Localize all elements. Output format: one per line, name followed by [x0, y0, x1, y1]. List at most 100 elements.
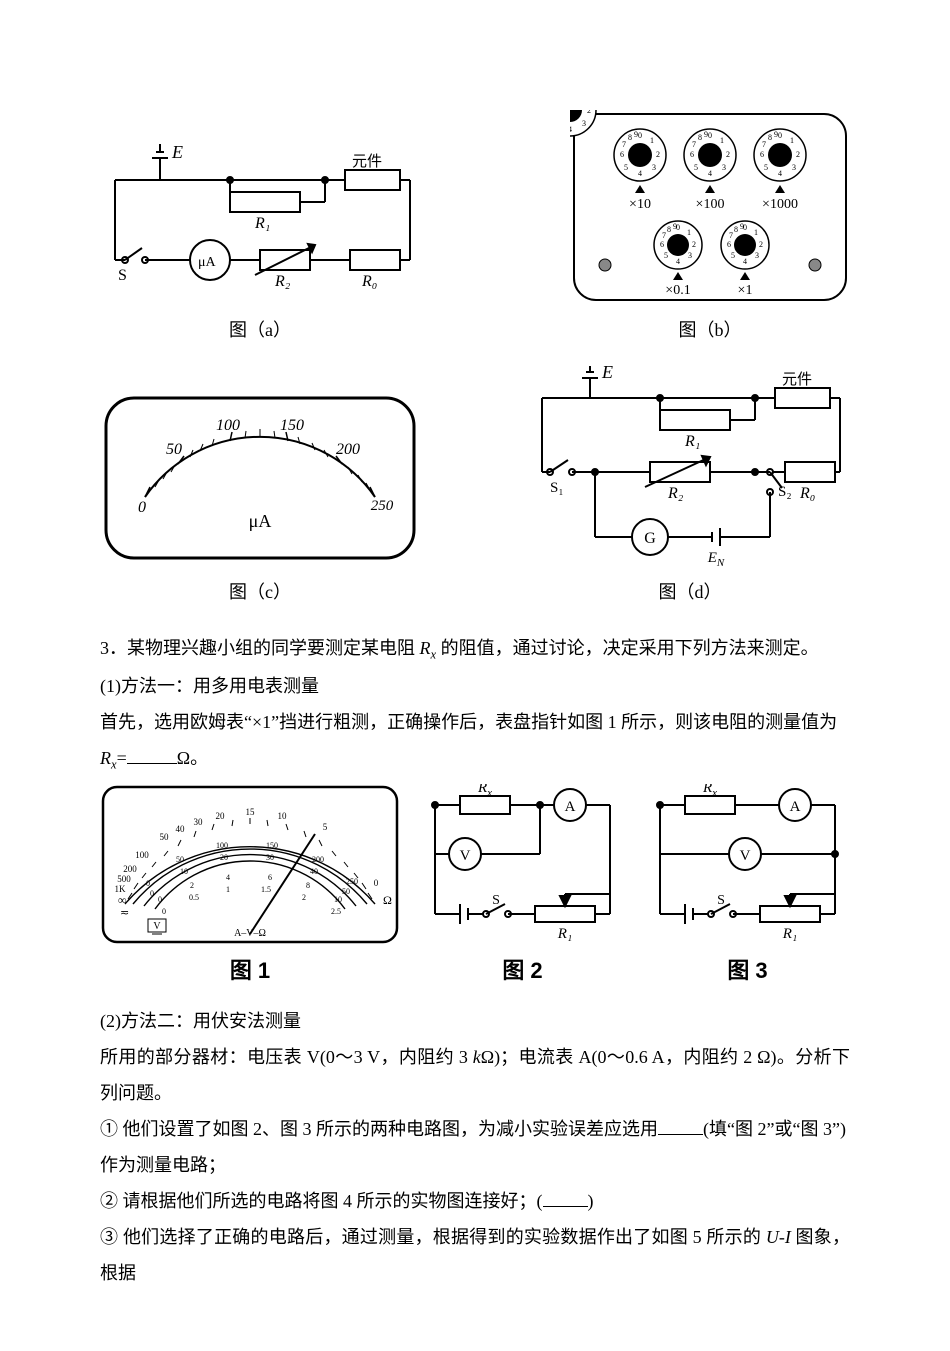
- svg-text:9: 9: [704, 130, 708, 139]
- label-S-2: S: [492, 893, 500, 908]
- svg-text:1: 1: [687, 228, 691, 237]
- svg-text:0: 0: [638, 131, 642, 140]
- svg-text:4: 4: [638, 169, 642, 178]
- dial-label-01: ×0.1: [665, 283, 690, 298]
- q3-m2-instruments: 所用的部分器材：电压表 V(0～3 V，内阻约 3 kΩ)；电流表 A(0～0.…: [100, 1039, 850, 1111]
- figure-c: 0 50 100 150 200 250 μA 图（c）: [100, 392, 420, 604]
- q3-m2-q1-tail: 作为测量电路；: [100, 1147, 850, 1183]
- mid-0: 0: [146, 879, 150, 888]
- ohm-5: 5: [323, 822, 328, 832]
- label-S-3: S: [717, 893, 725, 908]
- scale-50: 50: [166, 441, 182, 458]
- ohm-200: 200: [123, 864, 137, 874]
- ohm-15: 15: [246, 807, 256, 817]
- svg-text:8: 8: [734, 225, 738, 234]
- ohm-40: 40: [176, 824, 186, 834]
- scale-150: 150: [280, 417, 304, 434]
- blank-rx[interactable]: [127, 745, 177, 764]
- q3-m1-text-a: 首先，选用欧姆表“×1”挡进行粗测，正确操作后，表盘指针如图 1 所示，则该电阻…: [100, 712, 837, 732]
- svg-text:5: 5: [664, 251, 668, 260]
- svg-text:3: 3: [652, 163, 656, 172]
- m2-50: 50: [342, 887, 350, 896]
- svg-text:7: 7: [762, 140, 766, 149]
- scale-100: 100: [216, 417, 240, 434]
- figure-2: Rx A V S R₁ 图 2: [420, 784, 625, 985]
- label-R1: R₁: [254, 215, 270, 232]
- q3-stem: 3．某物理兴趣小组的同学要测定某电阻 Rx 的阻值，通过讨论，决定采用下列方法来…: [100, 630, 850, 668]
- label-A-2: A: [565, 799, 576, 815]
- m2-0: 0: [150, 889, 154, 898]
- q3-m2-q2-text: ② 请根据他们所选的电路将图 4 所示的实物图连接好；(: [100, 1191, 543, 1211]
- mid-50: 50: [176, 855, 184, 864]
- label-component-d: 元件: [782, 371, 812, 388]
- blank-circuit-choice[interactable]: [658, 1116, 703, 1135]
- svg-text:6: 6: [620, 150, 624, 159]
- l2-25: 2.5: [331, 907, 341, 916]
- label-R0: R₀: [361, 273, 377, 290]
- svg-text:8: 8: [628, 133, 632, 142]
- svg-text:1: 1: [720, 136, 724, 145]
- mid-150: 150: [266, 841, 278, 850]
- svg-text:4: 4: [676, 257, 680, 266]
- figure-1: 1K 500 200 100 50 40 30 20 15 10 5 0 0 5…: [100, 784, 400, 985]
- dial-label-100: ×100: [696, 197, 725, 212]
- mid-100: 100: [216, 841, 228, 850]
- l2-0: 0: [162, 907, 166, 916]
- svg-text:6: 6: [660, 240, 664, 249]
- l2-05: 0.5: [189, 893, 199, 902]
- svg-text:6: 6: [760, 150, 764, 159]
- label-V-2: V: [460, 848, 471, 864]
- svg-text:5: 5: [694, 163, 698, 172]
- ohm-30: 30: [194, 817, 204, 827]
- m2-40: 40: [310, 867, 318, 876]
- scale-250: 250: [371, 498, 394, 514]
- q3-m1-text: 首先，选用欧姆表“×1”挡进行粗测，正确操作后，表盘指针如图 1 所示，则该电阻…: [100, 704, 850, 740]
- l-10: 10: [334, 895, 342, 904]
- svg-text:9: 9: [673, 222, 677, 231]
- svg-text:3: 3: [755, 251, 759, 260]
- svg-text:4: 4: [743, 257, 747, 266]
- svg-text:1: 1: [754, 228, 758, 237]
- label-S1: S₁: [550, 480, 564, 496]
- caption-fig2: 图 2: [502, 953, 542, 985]
- q3-m2-q1-a: ① 他们设置了如图 2、图 3 所示的两种电路图，为减小实验误差应选用: [100, 1119, 658, 1139]
- label-E: E: [171, 142, 183, 162]
- m2-20: 20: [220, 853, 228, 862]
- caption-d: 图（d）: [659, 578, 722, 604]
- label-R1-3: R₁: [782, 926, 797, 942]
- circuit-3-svg: Rx A V S R₁: [645, 784, 850, 949]
- label-E-d: E: [601, 362, 613, 382]
- svg-text:2: 2: [656, 150, 660, 159]
- l-2: 2: [190, 881, 194, 890]
- label-A-3: A: [790, 799, 801, 815]
- svg-text:2: 2: [692, 240, 696, 249]
- q3-m2-q2-tail: ): [588, 1191, 594, 1211]
- caption-fig1: 图 1: [230, 953, 270, 985]
- q3-number: 3．: [100, 638, 127, 658]
- l-8: 8: [306, 881, 310, 890]
- q3-m2-q2: ② 请根据他们所选的电路将图 4 所示的实物图连接好；(): [100, 1183, 850, 1219]
- multimeter-dial-svg: 1K 500 200 100 50 40 30 20 15 10 5 0 0 5…: [100, 784, 400, 949]
- svg-text:2: 2: [726, 150, 730, 159]
- caption-b: 图（b）: [679, 316, 742, 342]
- dial-label-10: ×10: [629, 197, 651, 212]
- q3-m2-head: (2)方法二：用伏安法测量: [100, 1003, 850, 1039]
- l2-1: 1: [226, 885, 230, 894]
- label-V-3: V: [740, 848, 751, 864]
- scale-200: 200: [336, 441, 360, 458]
- ohm-symbol: Ω: [383, 893, 392, 907]
- circuit-a-svg: E R₁ 元件 S μA R₂ R₀: [100, 140, 420, 310]
- m2-30: 30: [266, 853, 274, 862]
- blank-connection[interactable]: [543, 1188, 588, 1207]
- svg-text:8: 8: [667, 225, 671, 234]
- microammeter-svg: 0 50 100 150 200 250 μA: [100, 392, 420, 572]
- svg-text:1: 1: [790, 136, 794, 145]
- ohm-20: 20: [216, 811, 226, 821]
- l-6: 6: [268, 873, 272, 882]
- svg-text:3: 3: [582, 119, 586, 128]
- avom-label: A–V–Ω: [234, 928, 266, 939]
- ohm-10: 10: [278, 811, 288, 821]
- svg-text:5: 5: [731, 251, 735, 260]
- svg-text:6: 6: [690, 150, 694, 159]
- dial-label-1: ×1: [738, 283, 753, 298]
